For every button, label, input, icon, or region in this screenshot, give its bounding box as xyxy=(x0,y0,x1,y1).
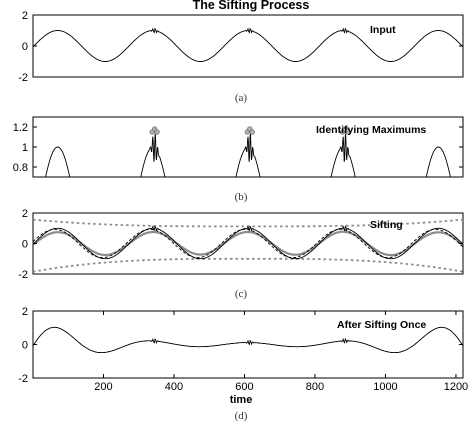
sifting-ytick-label-1: 0 xyxy=(22,239,28,251)
after-ytick-label-2: 2 xyxy=(22,306,28,318)
panel-maxima-caption: (b) xyxy=(235,191,248,203)
panel-after-caption: (d) xyxy=(235,410,248,422)
panel-sifting-axis: -2 0 2 xyxy=(18,208,463,281)
sifting-ytick-label-2: 2 xyxy=(22,208,28,220)
after-ytick-label-1: 0 xyxy=(22,340,28,352)
panel-input-label: Input xyxy=(370,24,396,36)
panel-after-axis: -2 0 2 200 400 600 800 1000 1200 xyxy=(18,306,468,393)
maxima-ytick-label-2: 1.2 xyxy=(13,122,28,134)
after-xtick-label-1: 400 xyxy=(165,381,183,393)
after-xtick-label-2: 600 xyxy=(235,381,253,393)
panel-input-frame xyxy=(32,14,464,78)
panel-input-axis: -2 0 2 xyxy=(18,10,463,84)
input-signal-line xyxy=(32,27,464,62)
maximum-marker xyxy=(154,129,160,135)
panel-after: -2 0 2 200 400 600 800 1000 1200 After Sifting O… xyxy=(18,306,468,422)
input-ytick-label-2: 2 xyxy=(22,10,28,22)
after-xtick-label-0: 200 xyxy=(94,381,112,393)
maxima-signal-line xyxy=(45,133,451,177)
panel-maxima-axis: 0.8 1 1.2 xyxy=(13,122,463,174)
panel-after-curves xyxy=(32,326,464,354)
sifting-signal-line xyxy=(32,225,464,260)
panel-sifting: -2 0 2 Sifting (c) xyxy=(18,208,464,300)
panel-sifting-label: Sifting xyxy=(370,219,403,231)
maximum-marker xyxy=(249,129,255,135)
after-xtick-label-4: 1000 xyxy=(373,381,397,393)
after-ytick-label-0: -2 xyxy=(18,373,28,385)
x-axis-label: time xyxy=(230,394,253,406)
panel-input-caption: (a) xyxy=(235,92,248,104)
sifting-ytick-label-0: -2 xyxy=(18,269,28,281)
after-xtick-label-5: 1200 xyxy=(444,381,468,393)
reference-dashed-line xyxy=(32,228,464,259)
after-xtick-label-3: 800 xyxy=(306,381,324,393)
input-ytick-label-0: -2 xyxy=(18,72,28,84)
panel-input: -2 0 2 Input (a) xyxy=(18,10,464,104)
panel-maxima-label: Identifying Maximums xyxy=(316,124,426,136)
input-ytick-label-1: 0 xyxy=(22,41,28,53)
after-signal-line xyxy=(32,326,464,354)
panel-sifting-caption: (c) xyxy=(235,288,248,300)
lower-envelope-line xyxy=(32,257,464,273)
panel-input-curves xyxy=(32,27,464,62)
mean-envelope-line xyxy=(32,230,464,257)
figure-title: The Sifting Process xyxy=(193,0,310,12)
maximum-marker xyxy=(344,129,351,135)
maxima-ytick-label-1: 1 xyxy=(22,142,28,154)
panel-maxima: 0.8 1 1.2 Identifying Maximums (b) xyxy=(13,116,464,203)
panel-maxima-curves xyxy=(45,126,451,177)
panel-after-label: After Sifting Once xyxy=(337,319,426,331)
panel-sifting-curves xyxy=(32,218,464,273)
maxima-ytick-label-0: 0.8 xyxy=(13,162,28,174)
